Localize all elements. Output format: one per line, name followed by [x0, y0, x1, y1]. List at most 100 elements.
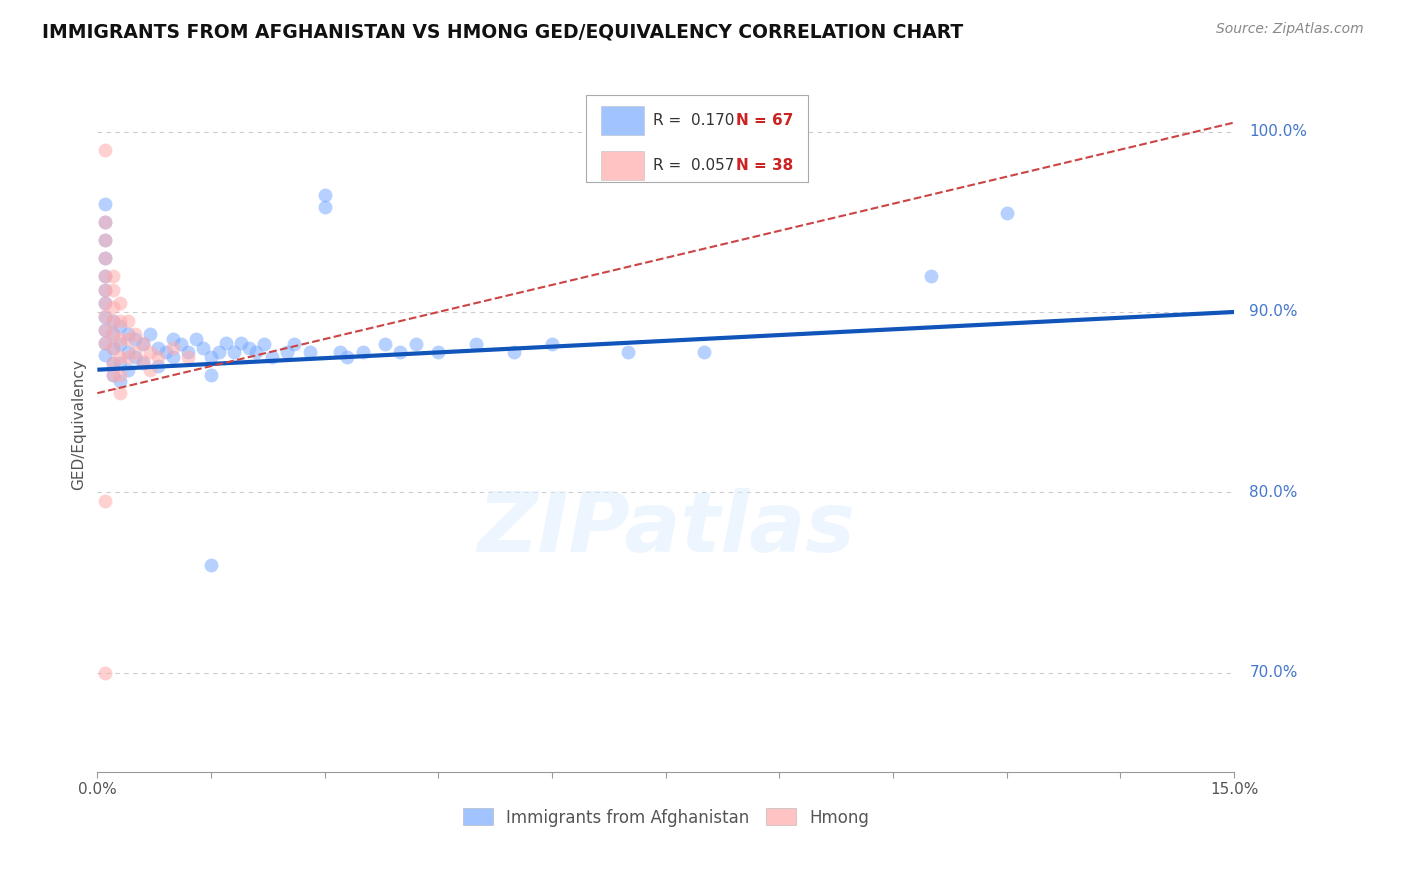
- Point: [108, 296, 131, 310]
- Point: [101, 341, 124, 355]
- Point: [995, 206, 1018, 220]
- Point: [692, 344, 714, 359]
- Point: [94, 335, 117, 350]
- Point: [94, 268, 117, 283]
- Text: 100.0%: 100.0%: [1250, 124, 1308, 139]
- Point: [101, 268, 124, 283]
- FancyBboxPatch shape: [586, 95, 808, 182]
- Point: [101, 355, 124, 369]
- Point: [117, 362, 139, 376]
- Point: [336, 350, 359, 364]
- Text: R =  0.170: R = 0.170: [654, 113, 734, 128]
- Point: [117, 314, 139, 328]
- Point: [298, 344, 321, 359]
- Point: [200, 368, 222, 383]
- Point: [108, 314, 131, 328]
- Text: 80.0%: 80.0%: [1250, 485, 1298, 500]
- Point: [94, 251, 117, 265]
- Point: [101, 283, 124, 297]
- Text: R =  0.057: R = 0.057: [654, 158, 734, 173]
- Point: [920, 268, 942, 283]
- Point: [94, 494, 117, 508]
- Point: [108, 332, 131, 346]
- Bar: [600, 151, 644, 180]
- Point: [200, 558, 222, 572]
- Point: [207, 344, 229, 359]
- Point: [108, 368, 131, 383]
- Point: [94, 215, 117, 229]
- Point: [101, 326, 124, 341]
- Point: [132, 337, 155, 351]
- Point: [238, 341, 260, 355]
- Point: [94, 283, 117, 297]
- Point: [162, 332, 184, 346]
- Point: [101, 355, 124, 369]
- Point: [101, 326, 124, 341]
- Point: [94, 251, 117, 265]
- Point: [139, 344, 162, 359]
- Point: [101, 341, 124, 355]
- Point: [503, 344, 526, 359]
- Point: [245, 344, 267, 359]
- Point: [108, 337, 131, 351]
- Point: [94, 323, 117, 337]
- Point: [329, 344, 352, 359]
- Point: [146, 341, 169, 355]
- Point: [276, 344, 298, 359]
- Point: [94, 233, 117, 247]
- Point: [108, 350, 131, 364]
- Y-axis label: GED/Equivalency: GED/Equivalency: [72, 359, 86, 491]
- Point: [94, 215, 117, 229]
- Point: [94, 348, 117, 362]
- Point: [200, 350, 222, 364]
- Legend: Immigrants from Afghanistan, Hmong: Immigrants from Afghanistan, Hmong: [456, 802, 876, 833]
- Point: [253, 337, 276, 351]
- Text: N = 38: N = 38: [737, 158, 793, 173]
- Point: [94, 283, 117, 297]
- Point: [117, 350, 139, 364]
- Point: [177, 344, 200, 359]
- Bar: [600, 106, 644, 135]
- Point: [132, 335, 155, 350]
- Point: [314, 200, 336, 214]
- Point: [193, 341, 215, 355]
- Point: [465, 337, 488, 351]
- Point: [139, 362, 162, 376]
- Point: [132, 355, 155, 369]
- Point: [170, 337, 193, 351]
- Point: [117, 344, 139, 359]
- Text: ZIPatlas: ZIPatlas: [477, 489, 855, 569]
- Point: [155, 344, 177, 359]
- Point: [124, 344, 146, 359]
- Point: [101, 300, 124, 314]
- Point: [101, 368, 124, 383]
- Point: [94, 665, 117, 680]
- Point: [101, 314, 124, 328]
- Point: [374, 337, 396, 351]
- Point: [124, 332, 146, 346]
- Point: [215, 335, 238, 350]
- Point: [108, 355, 131, 369]
- Text: 70.0%: 70.0%: [1250, 665, 1298, 681]
- Point: [117, 332, 139, 346]
- Point: [146, 350, 169, 364]
- Text: Source: ZipAtlas.com: Source: ZipAtlas.com: [1216, 22, 1364, 37]
- Point: [427, 344, 450, 359]
- Point: [389, 344, 412, 359]
- Point: [108, 386, 131, 401]
- Point: [108, 374, 131, 388]
- Text: IMMIGRANTS FROM AFGHANISTAN VS HMONG GED/EQUIVALENCY CORRELATION CHART: IMMIGRANTS FROM AFGHANISTAN VS HMONG GED…: [42, 22, 963, 41]
- Point: [94, 296, 117, 310]
- Point: [94, 310, 117, 325]
- Point: [617, 344, 640, 359]
- Point: [222, 344, 245, 359]
- Point: [94, 335, 117, 350]
- Point: [184, 332, 207, 346]
- Point: [132, 353, 155, 368]
- Point: [283, 337, 305, 351]
- Point: [314, 187, 336, 202]
- Point: [124, 326, 146, 341]
- Point: [94, 196, 117, 211]
- Point: [94, 323, 117, 337]
- Point: [108, 319, 131, 334]
